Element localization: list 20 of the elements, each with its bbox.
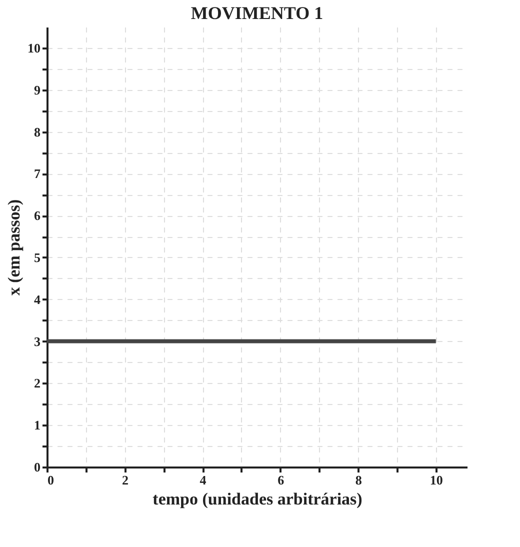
x-tick-label: 10 [430,472,443,488]
y-axis-title: x (em passos) [4,199,24,296]
x-tick-label: 4 [200,472,207,488]
x-tick-label: 8 [355,472,362,488]
y-tick-label: 0 [34,460,40,474]
y-tick-label: 1 [34,418,40,433]
y-tick-label: 8 [34,124,41,140]
y-tick-label: 9 [34,82,41,98]
x-tick-label: 2 [122,472,129,488]
y-tick-label: 10 [28,40,40,56]
y-tick-label: 6 [34,208,41,224]
y-tick-label: 7 [34,166,41,182]
y-tick-label: 2 [34,376,40,391]
y-tick-label: 5 [34,250,41,265]
x-tick-label: 6 [278,472,285,488]
x-axis-title: tempo (unidades arbitrárias) [152,490,362,508]
y-tick-label: 3 [34,334,41,349]
y-tick-label: 4 [34,292,41,307]
chart-title: MOVIMENTO 1 [190,3,324,23]
x-tick-label: 0 [48,472,54,488]
